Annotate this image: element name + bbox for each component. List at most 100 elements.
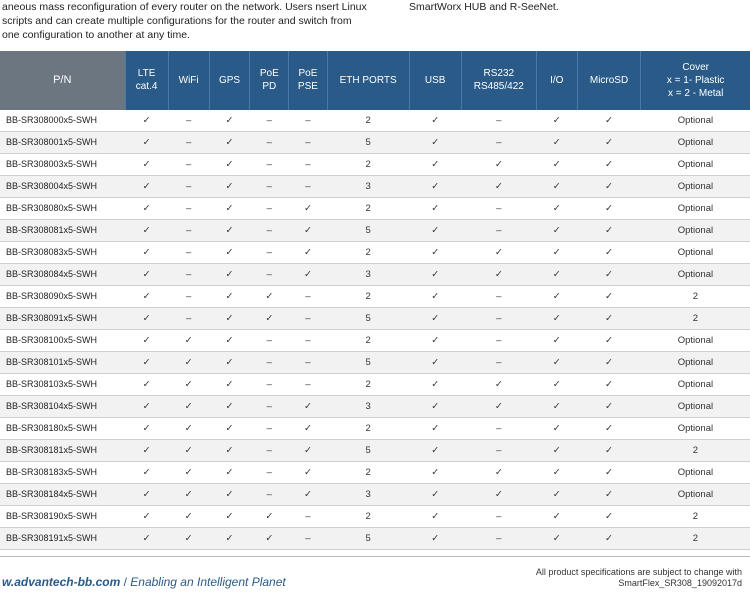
cell-pd: – — [250, 110, 289, 132]
cell-eth: 2 — [327, 241, 409, 263]
table-row: BB-SR308180x5-SWH✓✓✓–✓2✓–✓✓Optional — [0, 417, 750, 439]
cell-cov: Optional — [641, 351, 750, 373]
cell-gps: ✓ — [209, 505, 250, 527]
cell-lte: ✓ — [125, 110, 168, 132]
spec-table: P/NLTEcat.4WiFiGPSPoEPDPoEPSEETH PORTSUS… — [0, 51, 750, 550]
cell-wifi: ✓ — [168, 483, 209, 505]
cell-eth: 5 — [327, 351, 409, 373]
cell-pse: – — [289, 527, 328, 549]
table-row: BB-SR308104x5-SWH✓✓✓–✓3✓✓✓✓Optional — [0, 395, 750, 417]
cell-cov: Optional — [641, 175, 750, 197]
cell-eth: 2 — [327, 285, 409, 307]
cell-cov: Optional — [641, 417, 750, 439]
cell-rs: – — [461, 351, 536, 373]
cell-sd: ✓ — [577, 197, 641, 219]
cell-lte: ✓ — [125, 417, 168, 439]
cell-pn: BB-SR308090x5-SWH — [0, 285, 125, 307]
cell-pse: – — [289, 153, 328, 175]
cell-lte: ✓ — [125, 373, 168, 395]
cell-wifi: ✓ — [168, 395, 209, 417]
table-row: BB-SR308100x5-SWH✓✓✓––2✓–✓✓Optional — [0, 329, 750, 351]
cell-sd: ✓ — [577, 439, 641, 461]
cell-pse: ✓ — [289, 483, 328, 505]
cell-wifi: – — [168, 263, 209, 285]
cell-gps: ✓ — [209, 417, 250, 439]
cell-cov: Optional — [641, 241, 750, 263]
cell-lte: ✓ — [125, 527, 168, 549]
cell-sd: ✓ — [577, 329, 641, 351]
cell-pn: BB-SR308091x5-SWH — [0, 307, 125, 329]
cell-cov: 2 — [641, 285, 750, 307]
cell-pn: BB-SR308000x5-SWH — [0, 110, 125, 132]
cell-gps: ✓ — [209, 527, 250, 549]
cell-pn: BB-SR308101x5-SWH — [0, 351, 125, 373]
cell-sd: ✓ — [577, 131, 641, 153]
cell-pd: – — [250, 153, 289, 175]
cell-sd: ✓ — [577, 373, 641, 395]
cell-gps: ✓ — [209, 197, 250, 219]
cell-pd: – — [250, 373, 289, 395]
cell-eth: 3 — [327, 395, 409, 417]
cell-sd: ✓ — [577, 153, 641, 175]
col-header-usb: USB — [409, 51, 461, 110]
col-header-gps: GPS — [209, 51, 250, 110]
cell-wifi: ✓ — [168, 461, 209, 483]
cell-pn: BB-SR308181x5-SWH — [0, 439, 125, 461]
footer-url[interactable]: w.advantech-bb.com — [2, 575, 120, 589]
cell-pd: – — [250, 439, 289, 461]
col-header-wifi: WiFi — [168, 51, 209, 110]
cell-io: ✓ — [536, 439, 577, 461]
spec-table-head: P/NLTEcat.4WiFiGPSPoEPDPoEPSEETH PORTSUS… — [0, 51, 750, 110]
cell-rs: ✓ — [461, 395, 536, 417]
cell-cov: 2 — [641, 439, 750, 461]
cell-eth: 2 — [327, 461, 409, 483]
cell-pn: BB-SR308190x5-SWH — [0, 505, 125, 527]
cell-gps: ✓ — [209, 439, 250, 461]
table-row: BB-SR308090x5-SWH✓–✓✓–2✓–✓✓2 — [0, 285, 750, 307]
cell-gps: ✓ — [209, 373, 250, 395]
cell-pd: – — [250, 241, 289, 263]
cell-io: ✓ — [536, 395, 577, 417]
cell-gps: ✓ — [209, 153, 250, 175]
cell-pn: BB-SR308104x5-SWH — [0, 395, 125, 417]
cell-lte: ✓ — [125, 263, 168, 285]
cell-cov: Optional — [641, 373, 750, 395]
cell-cov: Optional — [641, 395, 750, 417]
table-row: BB-SR308101x5-SWH✓✓✓––5✓–✓✓Optional — [0, 351, 750, 373]
cell-pse: ✓ — [289, 417, 328, 439]
cell-wifi: ✓ — [168, 505, 209, 527]
cell-rs: – — [461, 197, 536, 219]
cell-usb: ✓ — [409, 395, 461, 417]
cell-pd: – — [250, 175, 289, 197]
cell-rs: – — [461, 307, 536, 329]
cell-lte: ✓ — [125, 351, 168, 373]
cell-sd: ✓ — [577, 307, 641, 329]
cell-io: ✓ — [536, 131, 577, 153]
cell-eth: 3 — [327, 483, 409, 505]
footer-left: w.advantech-bb.com / Enabling an Intelli… — [2, 575, 286, 589]
cell-pn: BB-SR308083x5-SWH — [0, 241, 125, 263]
cell-rs: – — [461, 329, 536, 351]
cell-gps: ✓ — [209, 219, 250, 241]
cell-pse: – — [289, 110, 328, 132]
cell-wifi: – — [168, 241, 209, 263]
cell-eth: 2 — [327, 505, 409, 527]
cell-pse: ✓ — [289, 395, 328, 417]
cell-lte: ✓ — [125, 219, 168, 241]
cell-pn: BB-SR308183x5-SWH — [0, 461, 125, 483]
cell-pd: – — [250, 219, 289, 241]
cell-sd: ✓ — [577, 110, 641, 132]
cell-wifi: ✓ — [168, 417, 209, 439]
cell-eth: 5 — [327, 131, 409, 153]
cell-pn: BB-SR308191x5-SWH — [0, 527, 125, 549]
cell-io: ✓ — [536, 197, 577, 219]
cell-pn: BB-SR308084x5-SWH — [0, 263, 125, 285]
cell-pd: – — [250, 131, 289, 153]
cell-gps: ✓ — [209, 263, 250, 285]
table-row: BB-SR308183x5-SWH✓✓✓–✓2✓✓✓✓Optional — [0, 461, 750, 483]
cell-pd: – — [250, 461, 289, 483]
cell-wifi: – — [168, 131, 209, 153]
cell-eth: 2 — [327, 110, 409, 132]
cell-usb: ✓ — [409, 241, 461, 263]
cell-cov: Optional — [641, 219, 750, 241]
